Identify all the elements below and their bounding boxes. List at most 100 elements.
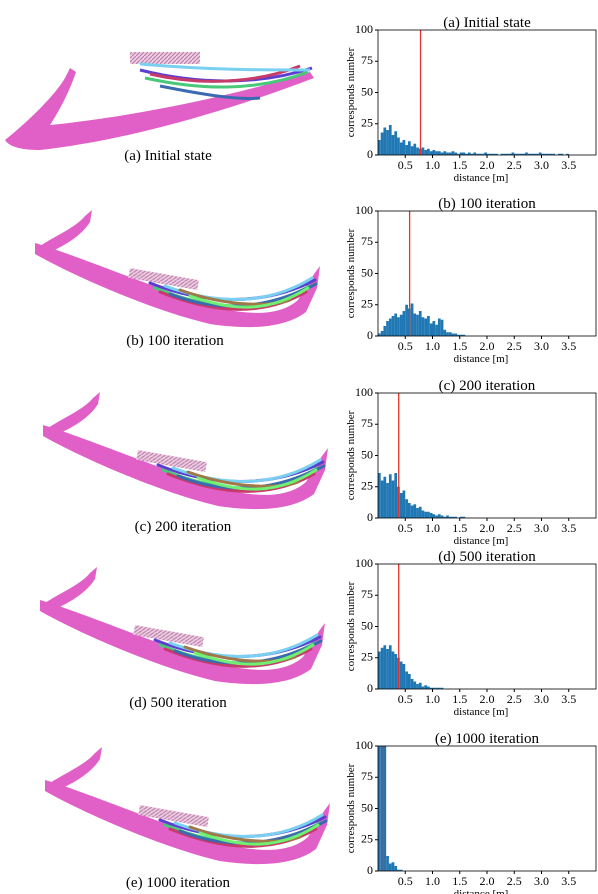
bar <box>433 514 436 518</box>
x-tick-label: 2.5 <box>507 339 522 353</box>
y-tick-label: 0 <box>367 681 373 695</box>
bar <box>386 649 389 689</box>
caption: (a) Initial state <box>124 148 212 164</box>
y-tick-label: 75 <box>361 587 373 601</box>
y-tick-label: 100 <box>355 556 373 570</box>
bar <box>433 321 436 336</box>
bar <box>389 319 392 337</box>
y-tick-label: 50 <box>361 800 373 814</box>
chart-title: (a) Initial state <box>443 15 531 31</box>
y-tick-label: 75 <box>361 769 373 783</box>
y-axis-label: corresponds number <box>345 47 357 137</box>
x-tick-label: 3.0 <box>534 874 549 888</box>
y-tick-label: 50 <box>361 447 373 461</box>
plot-frame <box>378 746 596 871</box>
bar <box>443 151 446 155</box>
x-tick-label: 2.5 <box>507 521 522 535</box>
x-tick-label: 3.5 <box>561 692 576 706</box>
bar <box>411 506 414 519</box>
bar <box>378 140 381 155</box>
figure: (a) Initial state (b) 100 iteration (c) … <box>0 0 598 894</box>
point-cloud-b <box>35 210 320 327</box>
bar <box>378 652 381 690</box>
bar <box>400 493 403 518</box>
bar <box>389 864 392 872</box>
bar <box>416 508 419 518</box>
bar <box>452 151 455 155</box>
plot-frame <box>378 393 596 518</box>
bar <box>403 491 406 519</box>
bar <box>438 514 441 518</box>
x-axis-label: distance [m] <box>454 172 509 184</box>
bar <box>397 138 400 156</box>
bar <box>383 128 386 156</box>
x-tick-label: 2.5 <box>507 874 522 888</box>
bar <box>383 326 386 336</box>
bar <box>383 477 386 518</box>
bar <box>392 316 395 336</box>
caption: (d) 500 iteration <box>129 695 227 711</box>
y-tick-label: 50 <box>361 84 373 98</box>
y-tick-label: 25 <box>361 297 373 311</box>
bar <box>422 148 425 156</box>
bar <box>405 499 408 518</box>
y-tick-label: 0 <box>367 328 373 342</box>
y-tick-label: 25 <box>361 479 373 493</box>
y-tick-label: 100 <box>355 385 373 399</box>
bar <box>400 143 403 156</box>
x-tick-label: 1.5 <box>452 158 467 172</box>
bar <box>389 645 392 689</box>
bar <box>422 317 425 336</box>
bar <box>381 133 384 156</box>
bar <box>422 511 425 519</box>
x-tick-label: 3.5 <box>561 158 576 172</box>
x-tick-label: 3.0 <box>534 521 549 535</box>
bar <box>405 672 408 690</box>
bar <box>435 151 438 155</box>
bar <box>389 125 392 155</box>
bar <box>378 746 381 871</box>
point-cloud-e <box>45 747 330 864</box>
bar <box>386 856 389 871</box>
bar <box>392 481 395 519</box>
bar <box>419 507 422 518</box>
bar <box>438 319 441 337</box>
caption: (c) 200 iteration <box>135 519 232 535</box>
bar <box>392 862 395 871</box>
y-tick-label: 75 <box>361 416 373 430</box>
bar <box>424 685 427 689</box>
y-axis-label: corresponds number <box>345 581 357 671</box>
x-tick-label: 3.5 <box>561 874 576 888</box>
plot-frame <box>378 30 596 155</box>
point-cloud-d <box>40 567 325 684</box>
bar <box>430 324 433 337</box>
x-tick-label: 1.0 <box>425 692 440 706</box>
bar <box>392 135 395 155</box>
bar <box>430 151 433 155</box>
x-tick-label: 1.0 <box>425 339 440 353</box>
x-axis-label: distance [m] <box>454 535 509 547</box>
bar <box>394 131 397 155</box>
x-axis-label: distance [m] <box>454 706 509 718</box>
bar <box>424 319 427 337</box>
caption: (e) 1000 iteration <box>126 875 231 891</box>
bar <box>381 481 384 519</box>
bar <box>381 648 384 689</box>
bar <box>446 332 449 336</box>
x-tick-label: 2.0 <box>480 339 495 353</box>
bar <box>416 315 419 336</box>
bar <box>408 141 411 155</box>
y-axis-label: corresponds number <box>345 410 357 500</box>
x-tick-label: 3.0 <box>534 339 549 353</box>
bar <box>408 674 411 689</box>
bar <box>430 513 433 518</box>
bar <box>413 682 416 690</box>
x-tick-label: 2.0 <box>480 692 495 706</box>
x-tick-label: 2.0 <box>480 521 495 535</box>
bar <box>383 645 386 689</box>
x-tick-label: 2.5 <box>507 692 522 706</box>
bar <box>419 683 422 689</box>
bar <box>400 315 403 336</box>
x-tick-label: 3.5 <box>561 521 576 535</box>
bar <box>441 320 444 336</box>
